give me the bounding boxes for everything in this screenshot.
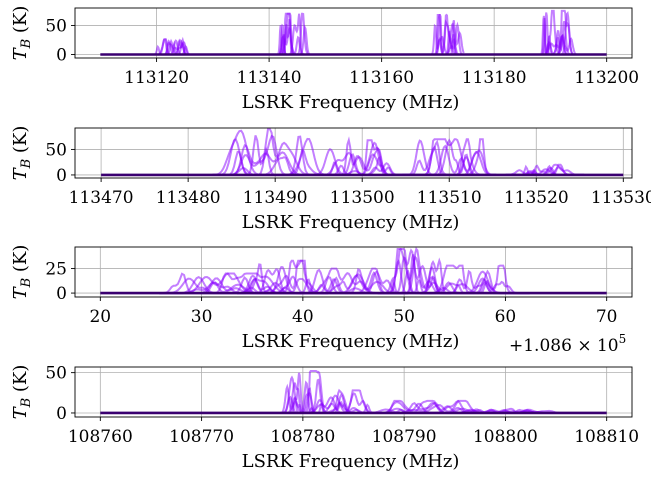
x-tick-label: 113530 (591, 188, 651, 208)
x-axis-label: LSRK Frequency (MHz) (242, 451, 460, 472)
axes-frame (74, 127, 633, 179)
y-tick-label: 0 (56, 46, 67, 66)
panel-2: 113470 113480 113490 113500 113510 113520 1135… (10, 126, 651, 233)
y-tick-label: 0 (56, 284, 67, 304)
x-tick-label: 113480 (156, 188, 221, 208)
x-tick-label: 108770 (169, 427, 234, 447)
axes-frame (74, 246, 633, 298)
x-tick-label: 108800 (473, 427, 538, 447)
y-tick-label: 50 (45, 16, 67, 36)
y-tick-label: 50 (45, 364, 67, 384)
panel-3: 20 30 40 50 60 70 0 25 LSRK Frequency (MHz) TB (K… (10, 245, 633, 356)
y-axis-label: TB (K) (10, 245, 34, 300)
plot-area (100, 9, 607, 56)
x-tick-label: 113180 (462, 68, 527, 88)
x-axis-label: LSRK Frequency (MHz) (242, 92, 460, 113)
x-tick-label: 60 (495, 307, 517, 327)
x-tick-label: 113120 (124, 68, 189, 88)
x-tick-label: 70 (596, 307, 618, 327)
x-tick-label: 30 (191, 307, 213, 327)
axes-frame (74, 366, 633, 418)
x-tick-label: 108790 (372, 427, 437, 447)
x-axis-label: LSRK Frequency (MHz) (242, 331, 460, 352)
axes-frame (74, 7, 633, 59)
y-axis-label: TB (K) (10, 6, 34, 61)
y-tick-label: 50 (45, 140, 67, 160)
plot-area (100, 370, 607, 415)
x-tick-label: 20 (89, 307, 111, 327)
x-tick-label: 40 (292, 307, 314, 327)
y-axis-label: TB (K) (10, 126, 34, 181)
x-tick-label: 113510 (417, 188, 482, 208)
y-tick-label: 25 (45, 260, 67, 280)
x-tick-label: 113490 (243, 188, 308, 208)
x-tick-label: 50 (393, 307, 415, 327)
plot-area (100, 247, 607, 295)
x-tick-label: 113470 (69, 188, 134, 208)
y-axis-label: TB (K) (10, 365, 34, 420)
y-tick-label: 0 (56, 404, 67, 424)
panel-1: 113120 113140 113160 113180 113200 0 50 LSRK Fr… (10, 6, 639, 113)
y-tick-label: 0 (56, 166, 67, 186)
x-offset-label: +1.086 × 105 (509, 332, 626, 356)
panel-4: 108760 108770 108780 108790 108800 108810 0 50 L… (10, 364, 639, 472)
x-tick-label: 113160 (349, 68, 414, 88)
x-tick-label: 113500 (330, 188, 395, 208)
x-tick-label: 113140 (237, 68, 302, 88)
x-axis-label: LSRK Frequency (MHz) (242, 212, 460, 233)
x-tick-label: 113200 (574, 68, 639, 88)
x-tick-label: 113520 (504, 188, 569, 208)
x-tick-label: 108760 (68, 427, 133, 447)
x-tick-label: 108780 (270, 427, 335, 447)
x-tick-label: 108810 (574, 427, 639, 447)
plot-area (101, 128, 624, 177)
